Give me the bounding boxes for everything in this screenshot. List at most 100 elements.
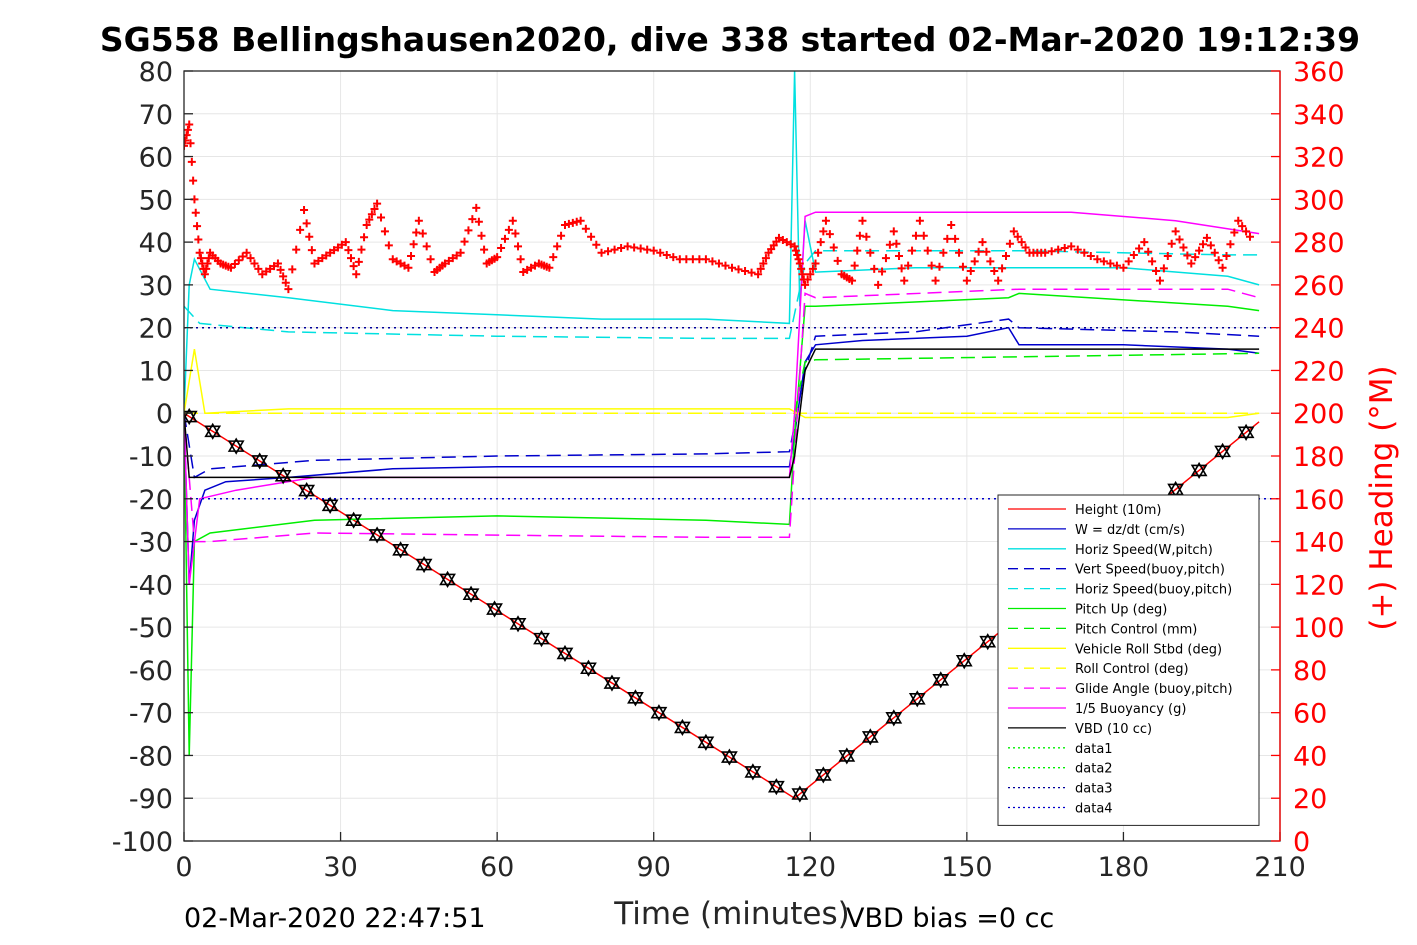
heading-point (1086, 252, 1095, 261)
depth-marker (908, 690, 926, 708)
heading-point (662, 250, 671, 259)
heading-point (806, 270, 815, 279)
heading-point (500, 234, 509, 243)
heading-point (881, 254, 890, 263)
legend-label: Height (10m) (1075, 503, 1161, 518)
heading-point (288, 265, 297, 274)
y2-tick-label: 260 (1293, 271, 1345, 302)
y2-tick-label: 320 (1293, 143, 1345, 174)
heading-point (1206, 241, 1215, 250)
heading-point (1005, 239, 1014, 248)
heading-point (1124, 257, 1133, 266)
heading-point (811, 259, 820, 268)
heading-point (889, 227, 898, 236)
heading-point (504, 225, 513, 234)
y2-tick-label: 240 (1293, 314, 1345, 345)
heading-point (193, 222, 202, 231)
heading-point (572, 217, 581, 226)
heading-point (1159, 264, 1168, 273)
heading-point (246, 254, 255, 263)
heading-point (1242, 227, 1251, 236)
heading-point (974, 247, 983, 256)
y-tick-label: -100 (112, 827, 173, 858)
y2-tick-label: 180 (1293, 442, 1345, 473)
heading-point (892, 239, 901, 248)
heading-point (191, 208, 200, 217)
heading-point (951, 234, 960, 243)
heading-point (931, 276, 940, 285)
heading-point (409, 240, 418, 249)
y2-tick-label: 280 (1293, 228, 1345, 259)
chart-title: SG558 Bellingshausen2020, dive 338 start… (100, 20, 1360, 59)
heading-point (919, 231, 928, 240)
heading-point (373, 199, 382, 208)
heading-point (853, 246, 862, 255)
heading-point (947, 221, 956, 229)
heading-point (597, 248, 606, 257)
heading-point (1067, 242, 1076, 251)
depth-marker (627, 689, 644, 707)
heading-point (1080, 248, 1089, 257)
depth-marker (439, 570, 456, 588)
legend-label: Vehicle Roll Stbd (deg) (1075, 642, 1222, 657)
heading-point (1195, 246, 1204, 255)
heading-point (1144, 247, 1153, 256)
heading-point (468, 215, 477, 224)
heading-point (1060, 243, 1069, 252)
heading-point (669, 253, 678, 262)
y2-tick-label: 120 (1293, 570, 1345, 601)
depth-marker (227, 437, 245, 455)
heading-point (915, 216, 924, 225)
heading-point (829, 243, 838, 252)
y2-tick-label: 40 (1293, 741, 1327, 772)
heading-point (581, 224, 590, 233)
heading-point (643, 245, 652, 254)
heading-point (714, 259, 723, 268)
y-tick-label: 0 (156, 399, 173, 430)
y-tick-label: -60 (129, 656, 173, 687)
heading-point (230, 260, 239, 269)
heading-point (1245, 232, 1254, 241)
heading-point (545, 263, 554, 272)
y-tick-label: 20 (139, 314, 173, 345)
depth-marker (767, 778, 785, 796)
heading-point (516, 255, 525, 264)
heading-point (202, 264, 211, 273)
y2-tick-label: 220 (1293, 356, 1345, 387)
heading-point (1041, 248, 1050, 257)
heading-point (1106, 259, 1115, 268)
heading-point (1099, 257, 1108, 266)
heading-point (194, 235, 203, 244)
legend-label: data4 (1075, 802, 1113, 817)
y2-tick-label: 160 (1293, 485, 1345, 516)
heading-point (630, 243, 639, 252)
heading-point (281, 278, 290, 287)
legend-label: data2 (1075, 762, 1113, 777)
heading-point (728, 263, 736, 272)
heading-point (370, 204, 379, 213)
heading-point (184, 125, 192, 134)
heading-point (1187, 259, 1196, 268)
heading-point (814, 248, 823, 257)
depth-marker (1190, 461, 1208, 480)
y-tick-label: -50 (129, 613, 173, 644)
y-tick-label: 70 (139, 100, 173, 131)
heading-point (279, 272, 288, 281)
depth-marker (580, 659, 597, 677)
y-tick-label: -90 (129, 784, 173, 815)
legend-label: data1 (1075, 742, 1113, 757)
heading-point (187, 157, 196, 166)
heading-point (422, 242, 431, 251)
legend-box (997, 494, 1260, 826)
heading-point (302, 219, 311, 228)
heading-point (904, 261, 913, 270)
heading-point (1129, 250, 1138, 259)
legend-label: Glide Angle (buoy,pitch) (1075, 682, 1233, 697)
legend-label: Vert Speed(buoy,pitch) (1075, 563, 1225, 578)
heading-point (756, 264, 765, 273)
heading-point (986, 257, 995, 266)
heading-point (184, 136, 190, 145)
heading-point (870, 264, 879, 273)
heading-point (1210, 248, 1219, 257)
